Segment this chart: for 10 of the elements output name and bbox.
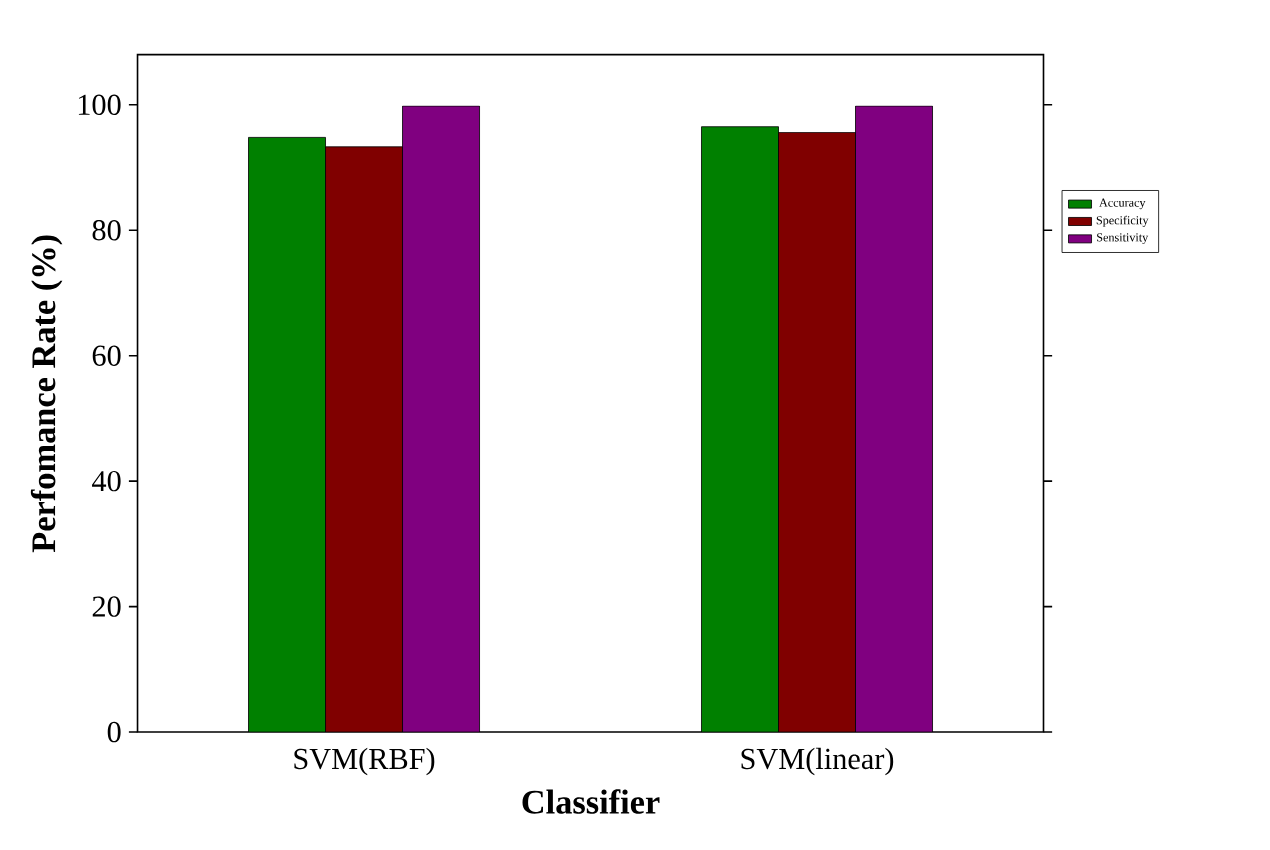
x-tick-label: SVM(linear) xyxy=(741,748,894,776)
y-tick-label: 60 xyxy=(92,345,121,367)
y-tick-label: 80 xyxy=(92,220,121,241)
y-tick-label: 100 xyxy=(78,94,121,116)
y-tick-label: 40 xyxy=(92,471,121,492)
y-tick-label: 0 xyxy=(107,722,121,743)
x-tick-label: SVM(RBF) xyxy=(294,748,435,776)
y-axis-title: Perfomance Rate (%) xyxy=(30,235,63,553)
y-tick-label: 20 xyxy=(92,596,121,618)
x-axis-title: Classifier xyxy=(522,789,660,815)
